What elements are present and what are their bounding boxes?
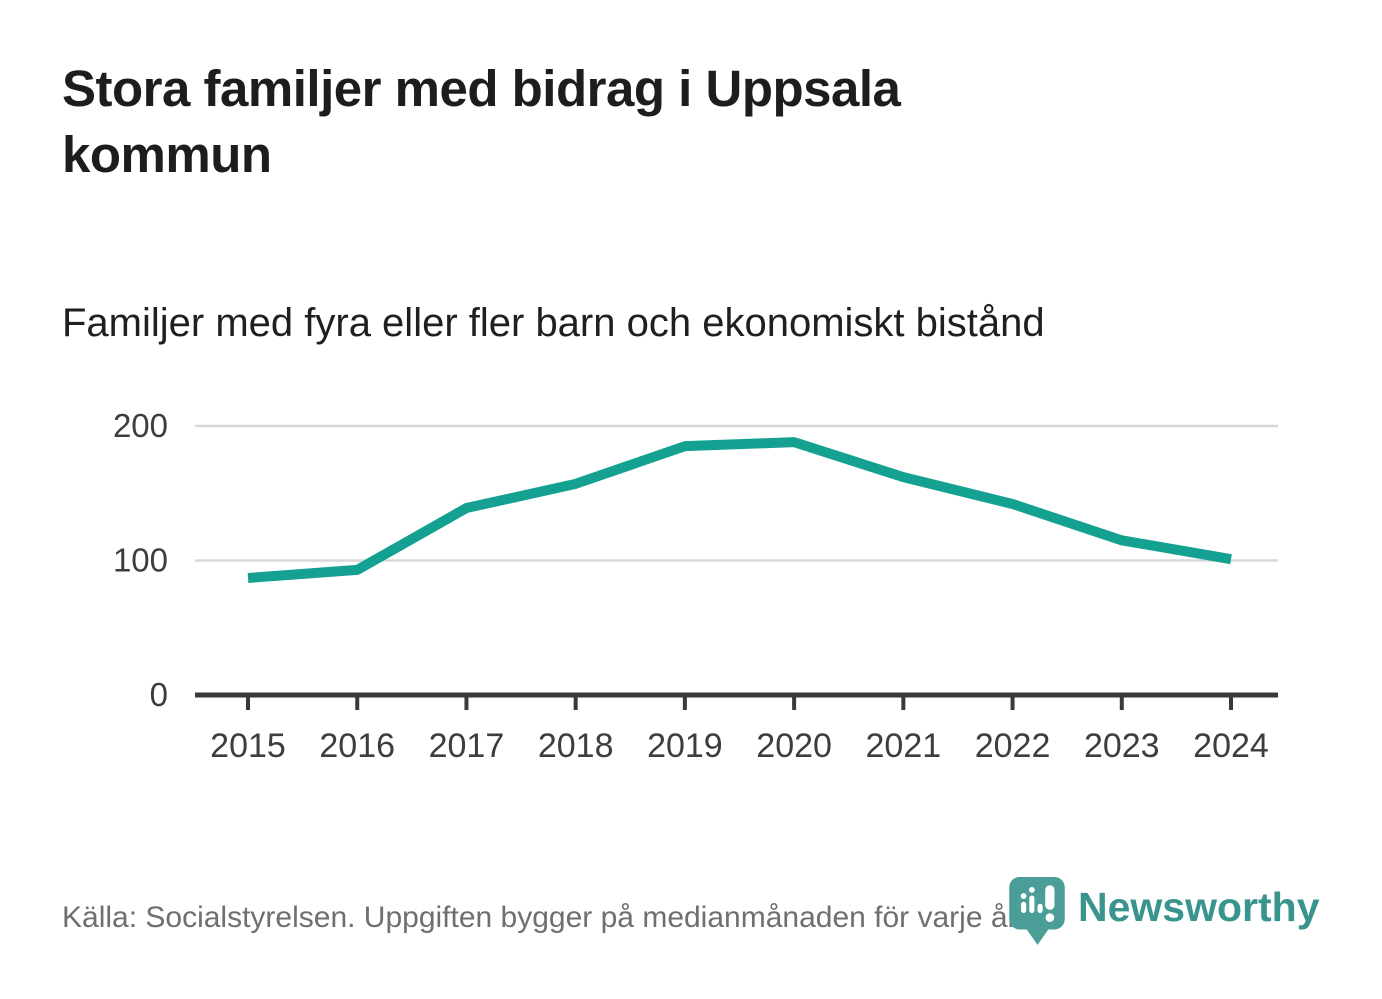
data-line-Familjer med fyra eller fler barn och ekonomiskt bistånd (247, 437, 1232, 583)
x-tick-label-2018: 2018 (538, 727, 614, 765)
bar-dot-1 (1020, 893, 1027, 899)
x-tick-label-2024: 2024 (1193, 727, 1269, 765)
bar-dot-2 (1028, 886, 1035, 893)
x-tick-label-2021: 2021 (866, 727, 942, 765)
x-tick-label-2016: 2016 (319, 727, 395, 765)
bar-medium (1029, 895, 1035, 913)
source-note: Källa: Socialstyrelsen. Uppgiften bygger… (62, 901, 1018, 934)
newsworthy-logo: Newsworthy (1008, 876, 1320, 952)
x-tick-label-2023: 2023 (1084, 727, 1160, 765)
speech-bubble-shape (1009, 877, 1065, 945)
x-tick-label-2022: 2022 (975, 727, 1051, 765)
chart-title-line1: Stora familjer med bidrag i Uppsala (62, 60, 901, 117)
exclamation-dot (1045, 913, 1055, 922)
chart-subtitle: Familjer med fyra eller fler barn och ek… (62, 301, 1045, 345)
x-tick-label-2019: 2019 (647, 727, 723, 765)
y-tick-label-0: 0 (150, 676, 168, 713)
chart-title-line2: kommun (62, 126, 272, 183)
x-tick-label-2015: 2015 (210, 727, 286, 765)
newsworthy-bubble-chart-icon (1009, 877, 1065, 945)
x-tick-label-2017: 2017 (429, 727, 505, 765)
bar-small (1021, 901, 1027, 913)
newsworthy-wordmark: Newsworthy (1078, 884, 1320, 930)
bar-tiny (1037, 903, 1043, 913)
exclamation-bar (1045, 885, 1055, 910)
chart-title: Stora familjer med bidrag i Uppsala komm… (62, 56, 1332, 188)
x-tick-label-2020: 2020 (756, 727, 832, 765)
y-tick-label-100: 100 (113, 541, 168, 578)
y-tick-label-200: 200 (113, 407, 168, 444)
